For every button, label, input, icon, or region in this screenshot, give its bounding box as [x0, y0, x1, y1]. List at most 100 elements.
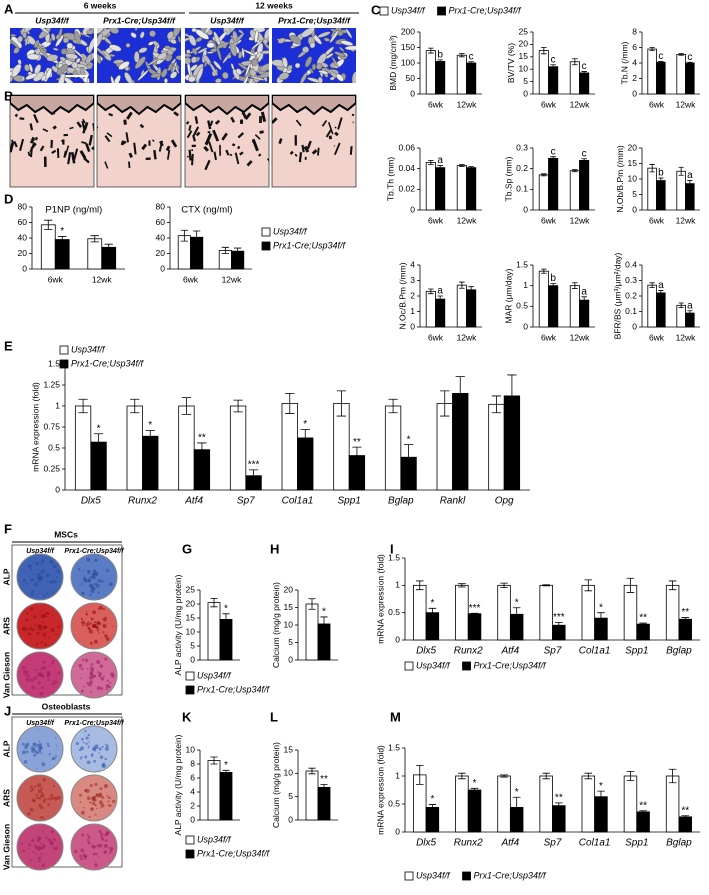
speckle — [56, 576, 58, 578]
legend-label: Usp34f/f — [71, 344, 106, 354]
bar — [686, 184, 695, 210]
x-tick-label: Col1a1 — [579, 646, 611, 657]
speckle — [47, 678, 50, 681]
bar — [468, 790, 481, 832]
legend-label: Prx1-Cre;Usp34f/f — [474, 660, 548, 670]
x-tick-label: Runx2 — [454, 838, 483, 849]
bar — [436, 61, 445, 94]
y-tick-label: 20 — [519, 39, 529, 49]
speckle — [40, 843, 42, 845]
y-tick-label: 5 — [190, 640, 195, 650]
x-tick-label: Atf4 — [184, 496, 203, 507]
trabecula — [291, 152, 293, 154]
speckle — [28, 633, 30, 635]
bar — [282, 403, 298, 490]
speckle — [87, 796, 91, 800]
speckle — [89, 630, 93, 634]
y-axis-label: ALP activity (U/mg protein) — [173, 574, 183, 675]
trabecula — [192, 28, 197, 32]
y-tick-label: 0 — [288, 654, 293, 664]
y-axis-label: Calcium (mg/g protein) — [271, 742, 281, 828]
y-tick-label: 0 — [190, 654, 195, 664]
panel-letter: J — [4, 703, 11, 718]
chart-title: CTX (ng/ml) — [181, 205, 232, 216]
bar — [467, 63, 476, 94]
x-tick-label: 12wk — [676, 332, 697, 342]
x-tick-label: 6wk — [428, 332, 444, 342]
speckle — [42, 627, 44, 629]
y-tick-label: 80 — [18, 201, 28, 211]
trabecula — [233, 144, 235, 145]
x-tick-label: Col1a1 — [282, 496, 314, 507]
y-tick-label: 1 — [410, 306, 415, 316]
bar — [143, 436, 159, 490]
speckle — [96, 584, 100, 588]
y-tick-label: 60 — [156, 217, 166, 227]
speckle — [57, 672, 60, 675]
legend-swatch — [405, 872, 413, 880]
significance-label: ** — [198, 433, 206, 444]
bar — [553, 806, 566, 832]
trabecula — [92, 147, 94, 149]
y-tick-label: 15 — [186, 612, 196, 622]
speckle — [36, 854, 37, 855]
speckle — [81, 668, 83, 670]
bar — [498, 776, 511, 832]
y-tick-label: 4 — [410, 259, 415, 269]
trabecula — [318, 148, 319, 156]
panel-letter: E — [4, 338, 13, 353]
y-tick-label: 1 — [523, 280, 528, 290]
y-tick-label: 0.02 — [398, 184, 415, 194]
bar — [540, 585, 553, 640]
x-tick-label: 12wk — [676, 99, 697, 109]
y-axis-label: Tb.Th (mm) — [386, 157, 396, 202]
trabecula — [260, 132, 264, 133]
speckle — [30, 593, 33, 596]
trabecula — [196, 116, 197, 123]
speckle — [90, 665, 91, 666]
panel-letter: M — [390, 709, 401, 724]
speckle — [49, 665, 51, 667]
speckle — [30, 808, 34, 812]
speckle — [41, 816, 44, 819]
speckle — [52, 660, 55, 663]
y-tick-label: 0.04 — [398, 163, 415, 173]
speckle — [91, 754, 94, 757]
speckle — [83, 741, 85, 743]
speckle — [39, 625, 41, 627]
histology-image — [97, 95, 181, 187]
speckle — [106, 684, 110, 688]
speckle — [83, 852, 85, 854]
trabecula — [351, 146, 352, 155]
speckle — [100, 756, 103, 759]
speckle — [47, 612, 50, 615]
speckle — [38, 569, 39, 570]
significance-label: * — [148, 420, 152, 431]
speckle — [44, 643, 47, 646]
speckle — [106, 745, 109, 748]
y-tick-label: 15 — [628, 158, 638, 168]
y-tick-label: 20 — [628, 142, 638, 152]
trabecula — [345, 46, 361, 51]
bar — [385, 406, 401, 490]
speckle — [111, 675, 114, 678]
significance-label: *** — [248, 459, 260, 470]
significance-label: a — [437, 286, 443, 297]
speckle — [85, 855, 88, 858]
x-tick-label: 12wk — [676, 215, 697, 225]
trabecula — [109, 114, 113, 116]
speckle — [41, 796, 43, 798]
speckle — [109, 582, 113, 586]
significance-label: * — [407, 434, 411, 445]
speckle — [101, 764, 105, 768]
legend-label: Prx1-Cre;Usp34f/f — [474, 870, 548, 880]
speckle — [39, 692, 43, 696]
speckle — [49, 753, 51, 755]
y-tick-label: 20 — [186, 598, 196, 608]
legend-label: Usp34f/f — [416, 870, 451, 880]
bar — [679, 817, 692, 832]
speckle — [32, 686, 35, 689]
trabecula — [330, 136, 331, 139]
speckle — [87, 834, 89, 836]
speckle — [88, 621, 89, 622]
